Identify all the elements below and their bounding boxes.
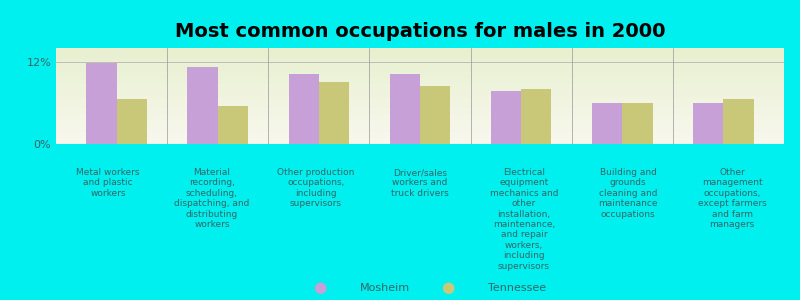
Bar [187,67,218,144]
Text: Tennessee: Tennessee [488,283,546,293]
Bar [420,86,450,144]
Text: ●: ● [314,280,326,296]
Bar [218,106,248,144]
Bar [723,99,754,144]
Text: Material
recording,
scheduling,
dispatching, and
distributing
workers: Material recording, scheduling, dispatch… [174,168,250,229]
Text: Mosheim: Mosheim [360,283,410,293]
Text: Electrical
equipment
mechanics and
other
installation,
maintenance,
and repair
w: Electrical equipment mechanics and other… [490,168,558,271]
Bar [289,74,319,144]
Bar [86,63,117,144]
Bar [390,74,420,144]
Text: Other
management
occupations,
except farmers
and farm
managers: Other management occupations, except far… [698,168,766,229]
Bar [117,99,147,144]
Bar [622,103,653,144]
Title: Most common occupations for males in 2000: Most common occupations for males in 200… [174,22,666,41]
Text: Building and
grounds
cleaning and
maintenance
occupations: Building and grounds cleaning and mainte… [598,168,658,219]
Text: ●: ● [442,280,454,296]
Text: Driver/sales
workers and
truck drivers: Driver/sales workers and truck drivers [391,168,449,198]
Bar [319,82,350,144]
Bar [490,91,521,144]
Bar [592,103,622,144]
Bar [693,103,723,144]
Text: Other production
occupations,
including
supervisors: Other production occupations, including … [278,168,354,208]
Text: Metal workers
and plastic
workers: Metal workers and plastic workers [76,168,140,198]
Bar [521,89,551,144]
